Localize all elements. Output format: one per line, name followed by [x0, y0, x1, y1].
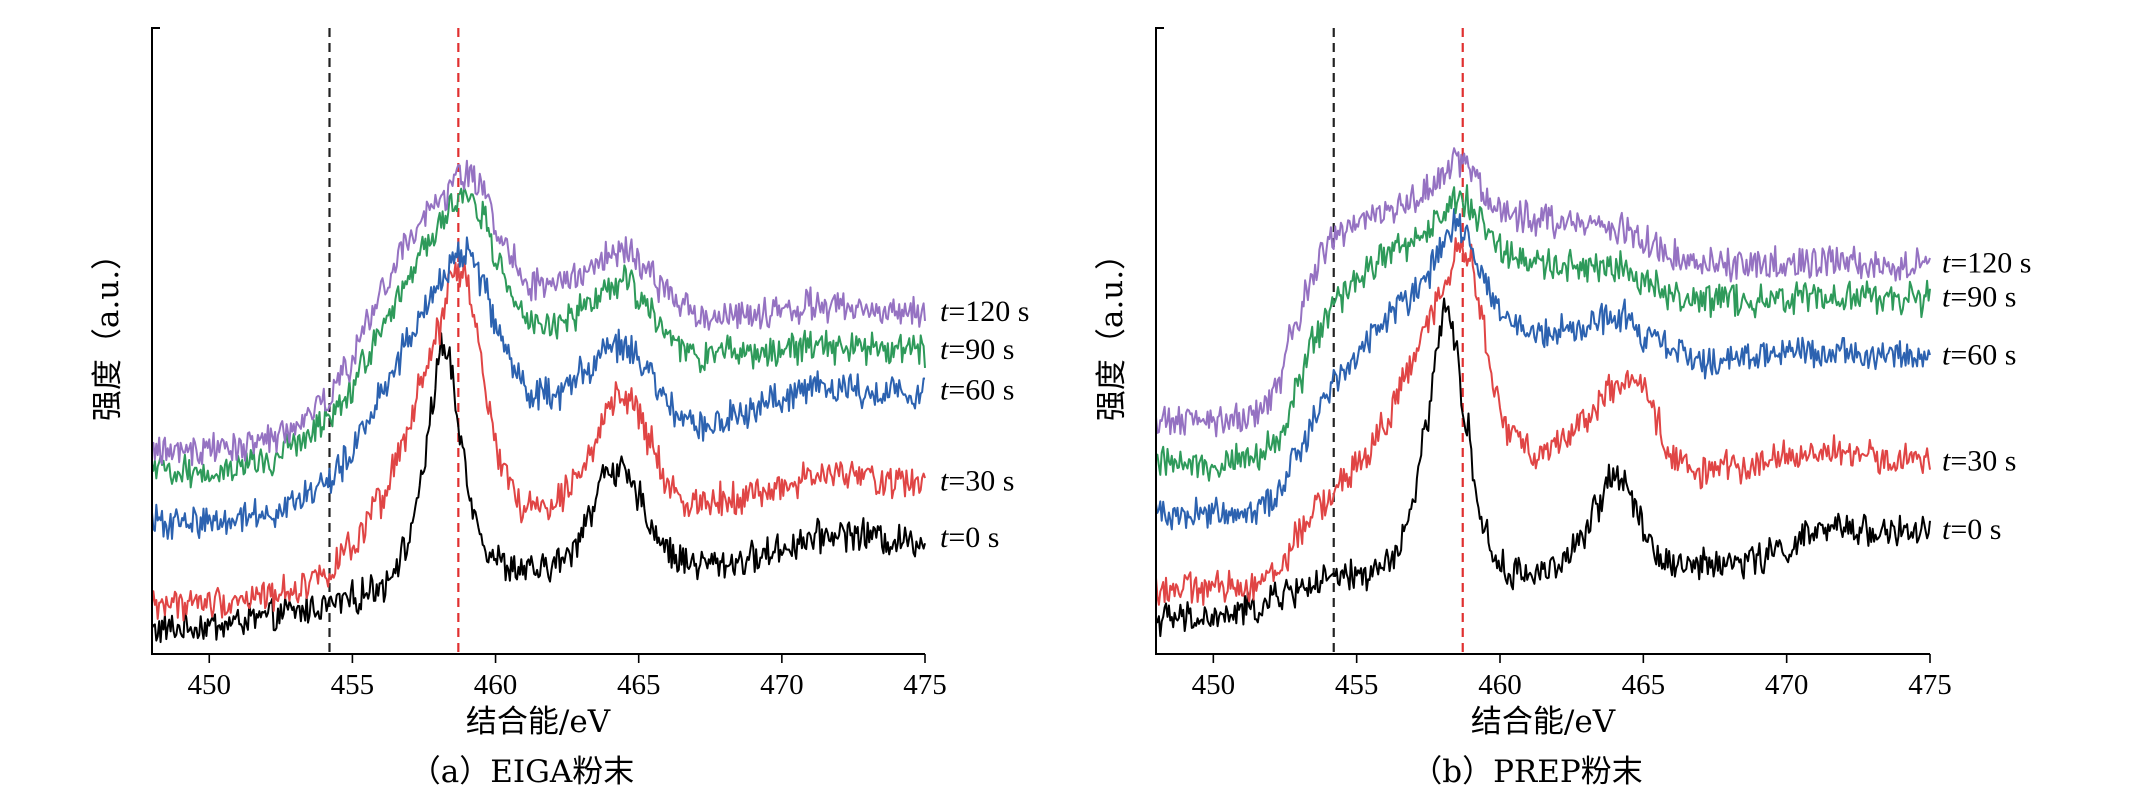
spectrum-line — [1155, 147, 1931, 438]
x-ticks: 450 455 460 465 470 475 — [1192, 654, 1952, 701]
series-label-value: =90 s — [948, 333, 1014, 366]
series-label-value: =0 s — [948, 521, 999, 554]
series-label-variable: t — [1942, 246, 1951, 279]
x-tick-label: 475 — [903, 669, 947, 701]
x-axis-label: 结合能/eV — [1471, 704, 1616, 740]
series-label-variable: t — [940, 333, 949, 366]
spectrum-line — [151, 236, 926, 540]
spectra — [1155, 147, 1931, 638]
chart-panel-a: 450 455 460 465 470 475 t=0 st=30 st=60 st=90… — [90, 27, 1029, 790]
spectra — [151, 159, 926, 644]
series-label-value: =120 s — [1950, 246, 2031, 279]
series-label-variable: t — [1942, 281, 1951, 314]
x-axis-label: 结合能/eV — [466, 704, 611, 740]
series-label: t=90 s — [940, 333, 1014, 366]
spectrum-line — [151, 159, 926, 467]
series-label-variable: t — [940, 521, 949, 554]
spectrum-line — [151, 257, 926, 622]
series-labels: t=0 st=30 st=60 st=90 st=120 s — [1942, 246, 2031, 546]
series-label: t=30 s — [940, 465, 1014, 498]
x-tick-label: 465 — [1622, 669, 1666, 701]
axes-frame — [151, 27, 925, 655]
x-tick-label: 460 — [474, 669, 518, 701]
series-label: t=60 s — [940, 374, 1014, 407]
spectrum-line — [151, 186, 926, 489]
series-label: t=60 s — [1942, 338, 2016, 371]
series-label-value: =0 s — [1950, 513, 2001, 546]
spectrum-line — [1155, 208, 1931, 531]
series-label-variable: t — [940, 374, 949, 407]
x-tick-label: 455 — [331, 669, 375, 701]
series-label: t=30 s — [1942, 444, 2016, 477]
panel-caption: （b）PREP粉末 — [1411, 754, 1643, 790]
series-label: t=90 s — [1942, 281, 2016, 314]
x-tick-label: 465 — [617, 669, 661, 701]
series-label-value: =60 s — [948, 374, 1014, 407]
x-tick-label: 470 — [760, 669, 804, 701]
x-tick-label: 450 — [1192, 669, 1236, 701]
chart-panel-b: 450 455 460 465 470 475 t=0 st=30 st=60 st=90… — [1094, 27, 2031, 790]
series-label-variable: t — [940, 295, 949, 328]
axes-frame — [1155, 27, 1930, 655]
series-label-value: =30 s — [948, 465, 1014, 498]
series-label: t=120 s — [940, 295, 1029, 328]
spectrum-line — [1155, 184, 1931, 482]
x-tick-label: 455 — [1335, 669, 1379, 701]
y-axis-label: 强度（a.u.） — [90, 239, 126, 421]
y-axis-label: 强度（a.u.） — [1094, 239, 1130, 421]
series-label-value: =60 s — [1950, 338, 2016, 371]
series-label-value: =120 s — [948, 295, 1029, 328]
series-label-variable: t — [940, 465, 949, 498]
series-label-variable: t — [1942, 338, 1951, 371]
series-label-variable: t — [1942, 444, 1951, 477]
x-tick-label: 450 — [188, 669, 232, 701]
panel-caption: （a）EIGA粉末 — [410, 754, 635, 790]
reference-lines — [1332, 28, 1464, 654]
series-label-variable: t — [1942, 513, 1951, 546]
x-tick-label: 470 — [1765, 669, 1809, 701]
x-ticks: 450 455 460 465 470 475 — [188, 654, 947, 701]
spectrum-line — [1155, 237, 1931, 606]
x-tick-label: 475 — [1908, 669, 1952, 701]
series-label-value: =90 s — [1950, 281, 2016, 314]
spectrum-line — [151, 332, 926, 644]
spectrum-line — [1155, 297, 1931, 638]
series-label: t=0 s — [940, 521, 999, 554]
series-label-value: =30 s — [1950, 444, 2016, 477]
x-tick-label: 460 — [1478, 669, 1522, 701]
series-label: t=120 s — [1942, 246, 2031, 279]
series-label: t=0 s — [1942, 513, 2001, 546]
series-labels: t=0 st=30 st=60 st=90 st=120 s — [940, 295, 1029, 554]
